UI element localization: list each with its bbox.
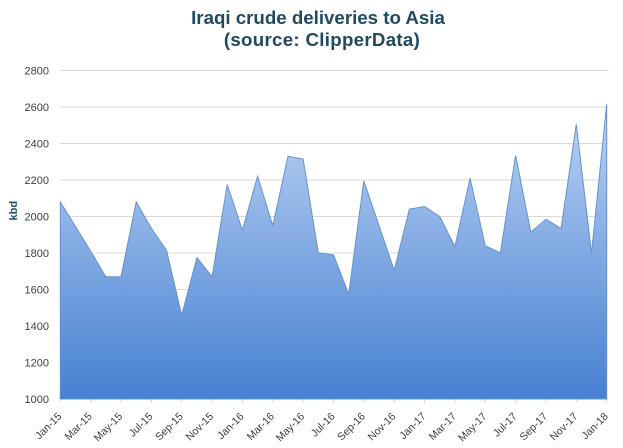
svg-text:2000: 2000: [25, 211, 49, 223]
svg-text:1800: 1800: [25, 248, 49, 260]
svg-text:1600: 1600: [25, 284, 49, 296]
svg-text:(source: ClipperData): (source: ClipperData): [224, 29, 420, 50]
svg-text:1400: 1400: [25, 321, 49, 333]
svg-text:1200: 1200: [25, 357, 49, 369]
svg-text:1000: 1000: [25, 394, 49, 406]
svg-text:Iraqi crude deliveries to Asia: Iraqi crude deliveries to Asia: [191, 7, 445, 28]
svg-text:kbd: kbd: [8, 201, 20, 221]
svg-text:2600: 2600: [25, 102, 49, 114]
svg-text:2400: 2400: [25, 138, 49, 150]
svg-text:2200: 2200: [25, 175, 49, 187]
svg-text:2800: 2800: [25, 65, 49, 77]
